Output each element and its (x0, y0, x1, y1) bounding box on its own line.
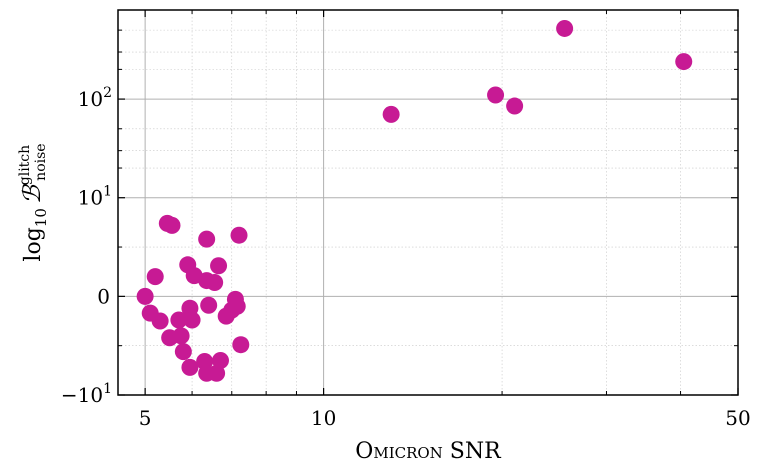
x-tick-label: 10 (311, 406, 336, 430)
y-tick-label: −101 (61, 381, 112, 407)
data-point (136, 287, 154, 305)
data-point (556, 19, 574, 37)
data-point (181, 358, 199, 376)
y-tick-label: 102 (78, 85, 112, 111)
axis-ticks (118, 10, 739, 396)
data-point (487, 86, 505, 104)
data-point (506, 97, 524, 115)
data-point (228, 297, 246, 315)
data-point (232, 336, 250, 354)
grid (118, 10, 738, 395)
tick-labels: −101 0 101 102 5 10 50 (61, 85, 751, 430)
data-point (174, 343, 192, 361)
data-point (172, 327, 190, 345)
x-axis-label: Omicron SNR (355, 439, 502, 464)
y-tick-label: 101 (78, 184, 112, 210)
y-axis-label: log10ℬglitchnoise (17, 143, 50, 261)
x-axis-label-smallcaps: Omicron SNR (355, 439, 502, 464)
x-tick-label: 5 (139, 406, 152, 430)
plot-frame (117, 9, 739, 396)
data-point (382, 105, 400, 123)
y-tick-label: 0 (97, 284, 110, 308)
data-point (170, 311, 188, 329)
data-point (200, 296, 218, 314)
data-point (210, 257, 228, 275)
data-point (163, 216, 181, 234)
data-point (146, 268, 164, 286)
x-tick-label: 50 (725, 406, 750, 430)
data-point (206, 274, 224, 292)
data-point (151, 312, 169, 330)
data-points (136, 19, 693, 382)
data-point (183, 311, 201, 329)
data-point (230, 226, 248, 244)
data-point (675, 53, 693, 71)
data-point (211, 351, 229, 369)
data-point (198, 230, 216, 248)
data-point (208, 364, 226, 382)
